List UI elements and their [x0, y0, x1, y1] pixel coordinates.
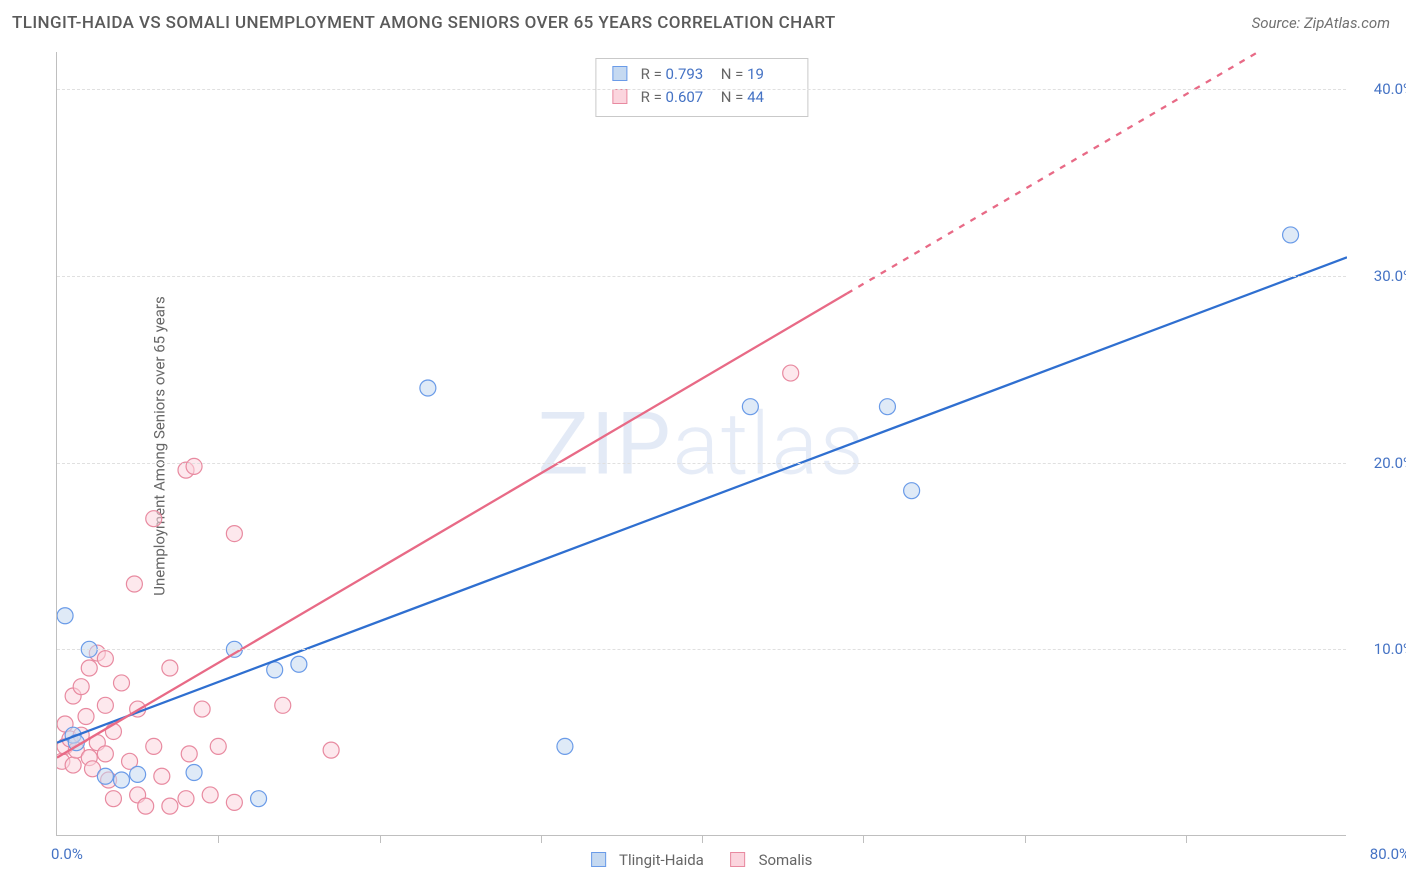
- chart-plot-area: ZIPatlas R = 0.793 N = 19 R = 0.607 N = …: [56, 52, 1346, 836]
- x-tick: [380, 835, 381, 843]
- correlation-stats-box: R = 0.793 N = 19 R = 0.607 N = 44: [595, 58, 808, 117]
- x-tick: [863, 835, 864, 843]
- watermark-text: ZIPatlas: [538, 393, 866, 494]
- gridline-h: [57, 89, 1346, 90]
- y-tick-label: 30.0%: [1374, 267, 1406, 285]
- swatch-series-b-icon: [730, 852, 745, 867]
- x-tick: [1025, 835, 1026, 843]
- x-tick: [702, 835, 703, 843]
- legend-item-a: Tlingit-Haida: [591, 851, 704, 869]
- x-tick: [541, 835, 542, 843]
- source-attribution: Source: ZipAtlas.com: [1252, 14, 1390, 32]
- x-max-label: 80.0%: [1370, 845, 1406, 863]
- gridline-h: [57, 463, 1346, 464]
- stats-row-series-a: R = 0.793 N = 19: [612, 63, 791, 86]
- y-tick-label: 40.0%: [1374, 80, 1406, 98]
- legend: Tlingit-Haida Somalis: [591, 851, 813, 869]
- swatch-series-a: [612, 66, 627, 81]
- swatch-series-a-icon: [591, 852, 606, 867]
- x-tick: [1186, 835, 1187, 843]
- y-tick-label: 10.0%: [1374, 640, 1406, 658]
- y-tick-label: 20.0%: [1374, 454, 1406, 472]
- chart-svg-layer: [57, 52, 1347, 836]
- gridline-h: [57, 276, 1346, 277]
- x-tick: [218, 835, 219, 843]
- chart-title: TLINGIT-HAIDA VS SOMALI UNEMPLOYMENT AMO…: [12, 13, 836, 33]
- gridline-h: [57, 649, 1346, 650]
- swatch-series-b: [612, 89, 627, 104]
- legend-item-b: Somalis: [730, 851, 813, 869]
- x-min-label: 0.0%: [51, 845, 83, 863]
